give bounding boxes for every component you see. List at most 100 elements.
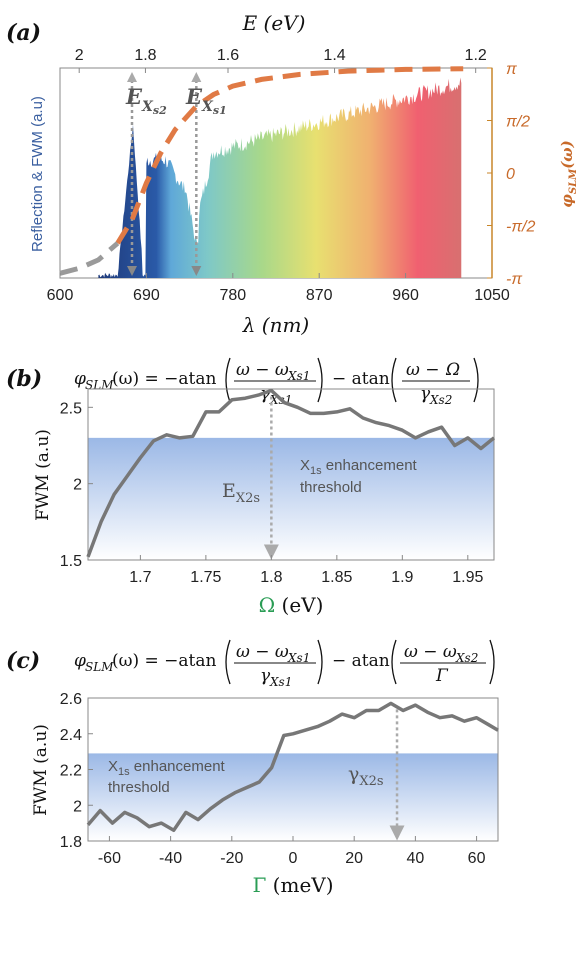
panel-a-ylabel-right: φSLM(ω) <box>558 140 579 207</box>
panel-c-x-tick-label: 60 <box>468 850 486 867</box>
panel-a-spectrum-area <box>98 77 462 278</box>
panel-c-x-tick-label: -40 <box>159 850 182 867</box>
panel-a-top-tick-label: 1.2 <box>465 47 487 64</box>
panel-a-top-tick-label: 1.4 <box>323 47 345 64</box>
panel-c-x-tick-label: 0 <box>289 850 298 867</box>
panel-b-x-tick-label: 1.95 <box>452 569 483 586</box>
panel-c-plot: -60 -40 -20 0 20 40 60 1.8 2 2.2 2.4 2.6 <box>60 691 499 867</box>
svg-text:ω − ω: ω − ω <box>236 360 289 380</box>
svg-text:− atan: − atan <box>332 651 390 671</box>
panel-a-markers <box>127 72 202 276</box>
panel-c-y-tick-label: 2.2 <box>60 763 82 780</box>
panel-a-right-tick-label: -π <box>506 271 522 288</box>
panel-a-right-ticks: π π/2 0 -π/2 -π <box>487 61 535 288</box>
svg-text:(ω) = −atan: (ω) = −atan <box>112 651 217 671</box>
svg-text:SLM: SLM <box>85 660 114 674</box>
panel-c-threshold-text-1: X1s enhancement <box>108 758 226 778</box>
svg-text:Xs1: Xs1 <box>287 651 310 665</box>
panel-a-top-ticks: 2 1.8 1.6 1.4 1.2 <box>75 47 487 73</box>
panel-a-marker-arrow-down <box>191 266 202 276</box>
panel-b-y-tick-label: 2 <box>73 477 82 494</box>
panel-a-top-tick-label: 1.6 <box>217 47 239 64</box>
svg-text:(ω) = −atan: (ω) = −atan <box>112 369 217 389</box>
panel-a-phase-curve <box>115 66 464 245</box>
svg-text:Ω: Ω <box>445 360 460 380</box>
panel-a-top-axis-title: E (eV) <box>242 11 306 35</box>
panel-a-right-tick-label: π/2 <box>506 114 530 131</box>
panel-c-y-ticks: 1.8 2 2.2 2.4 2.6 <box>60 691 93 851</box>
panel-b-y-ticks: 1.5 2 2.5 <box>60 400 93 570</box>
panel-b-threshold-text-2: threshold <box>300 479 362 496</box>
panel-b-fwm-line <box>86 388 496 558</box>
panel-b-equation: φ SLM (ω) = −atan ω − ω Xs1 γ Xs1 − atan… <box>74 357 479 407</box>
panel-a-xlabel: λ (nm) <box>242 313 309 337</box>
panel-b-y-tick-label: 2.5 <box>60 400 82 417</box>
panel-a-x-tick-label: 780 <box>219 287 246 304</box>
svg-text:φ: φ <box>74 369 86 389</box>
svg-text:Xs1: Xs1 <box>287 369 310 383</box>
panel-b-frame <box>87 388 495 561</box>
svg-text:− atan: − atan <box>332 369 390 389</box>
panel-b-ylabel: FWM (a.u) <box>33 429 53 521</box>
panel-b-threshold-band <box>88 437 494 560</box>
panel-a-top-tick-label: 1.8 <box>134 47 156 64</box>
svg-text:Xs1: Xs1 <box>269 675 292 689</box>
panel-a-x-tick-label: 870 <box>306 287 333 304</box>
svg-text:γ: γ <box>420 384 431 404</box>
panel-a-x-tick-label: 690 <box>133 287 160 304</box>
panel-a-x-tick-label: 1050 <box>474 287 510 304</box>
svg-text:φ: φ <box>74 651 86 671</box>
panel-a-x-ticks: 600 690 780 870 960 1050 <box>47 273 510 304</box>
panel-c-y-tick-label: 2.4 <box>60 727 82 744</box>
panel-a-x-tick-label: 960 <box>392 287 419 304</box>
panel-c-x-ticks: -60 -40 -20 0 20 40 60 <box>98 836 486 867</box>
panel-c-y-tick-label: 2 <box>73 798 82 815</box>
panel-b-label: (b) <box>6 366 42 392</box>
panel-a-marker-arrow-up <box>191 72 202 82</box>
panel-a-label: (a) <box>6 20 41 46</box>
panel-c-label: (c) <box>6 648 40 674</box>
panel-b-marker-label: EX2s <box>222 480 260 506</box>
panel-a-right-tick-label: -π/2 <box>506 219 535 236</box>
panel-a-right-tick-label: π <box>506 61 517 78</box>
panel-b-y-tick-label: 1.5 <box>60 553 82 570</box>
panel-b-xlabel: Ω (eV) <box>259 593 324 617</box>
panel-b-threshold-text-1: X1s enhancement <box>300 457 418 477</box>
svg-text:γ: γ <box>260 666 271 686</box>
panel-c-fwm-line <box>86 701 499 833</box>
panel-b-x-tick-label: 1.8 <box>260 569 282 586</box>
panel-b-plot: 1.7 1.75 1.8 1.85 1.9 1.95 1.5 2 2.5 <box>60 388 496 586</box>
panel-b-x-tick-label: 1.75 <box>190 569 221 586</box>
panel-c-y-tick-label: 2.6 <box>60 691 82 708</box>
panel-c-ylabel: FWM (a.u) <box>31 724 51 816</box>
panel-c-x-tick-label: 20 <box>345 850 363 867</box>
panel-a-marker-arrow-down <box>127 266 137 276</box>
panel-b-x-tick-label: 1.7 <box>129 569 151 586</box>
svg-text:Xs2: Xs2 <box>455 651 478 665</box>
svg-text:Γ: Γ <box>435 666 449 686</box>
svg-text:ω − ω: ω − ω <box>404 642 457 662</box>
panel-b-x-ticks: 1.7 1.75 1.8 1.85 1.9 1.95 <box>129 555 483 586</box>
svg-text:SLM: SLM <box>85 378 114 392</box>
panel-c-x-tick-label: -20 <box>220 850 243 867</box>
panel-a-phase-curve-low <box>59 241 120 276</box>
panel-c-x-tick-label: 40 <box>406 850 424 867</box>
panel-a-spectrum <box>98 77 462 278</box>
panel-a-x-tick-label: 600 <box>47 287 74 304</box>
panel-c-x-tick-label: -60 <box>98 850 121 867</box>
svg-text:ω −: ω − <box>406 360 440 380</box>
panel-c-threshold-text-2: threshold <box>108 779 170 796</box>
panel-c-equation: φ SLM (ω) = −atan ω − ω Xs1 γ Xs1 − atan… <box>74 639 495 689</box>
panel-a-ylabel-left: Reflection & FWM (a.u) <box>29 96 46 252</box>
panel-c-marker-label: γX2s <box>348 763 384 789</box>
panel-c-xlabel: Γ (meV) <box>252 873 333 897</box>
panel-c-y-tick-label: 1.8 <box>60 834 82 851</box>
panel-a-top-tick-label: 2 <box>75 47 84 64</box>
svg-text:Xs2: Xs2 <box>429 393 452 407</box>
panel-a-right-tick-label: 0 <box>506 166 515 183</box>
panel-b-x-tick-label: 1.85 <box>321 569 352 586</box>
svg-text:ω − ω: ω − ω <box>236 642 289 662</box>
panel-b-x-tick-label: 1.9 <box>391 569 413 586</box>
panel-a-marker-arrow-up <box>127 72 137 82</box>
